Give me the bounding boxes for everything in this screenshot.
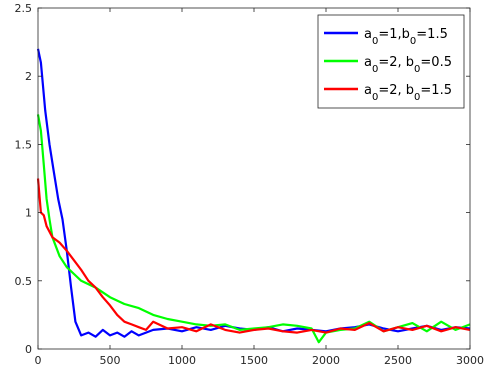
- legend-label-3: a0=2, b0=1.5: [364, 83, 452, 103]
- x-tick-label: 0: [35, 354, 42, 367]
- series-line-2: [36, 114, 471, 344]
- y-tick-label: 0: [25, 343, 32, 356]
- y-tick-label: 1: [25, 207, 32, 220]
- axes-layer: [37, 7, 471, 350]
- x-tick-label: 2000: [312, 354, 340, 367]
- x-tick-label: 2500: [384, 354, 412, 367]
- legend: a0=1,b0=1.5 a0=2, b0=0.5 a0=2, b0=1.5: [317, 14, 465, 109]
- x-tick-label: 3000: [456, 354, 484, 367]
- tick-labels: 0 500 1000 1500 2000 2500 3000 0 0.5 1 1.5 2 2.5: [15, 2, 485, 367]
- x-tick-label: 500: [100, 354, 121, 367]
- legend-label-2: a0=2, b0=0.5: [364, 55, 452, 75]
- legend-label-1: a0=1,b0=1.5: [364, 27, 448, 47]
- series-layer: [36, 48, 471, 344]
- y-tick-label: 1.5: [15, 138, 33, 151]
- x-tick-label: 1500: [240, 354, 268, 367]
- y-tick-label: 0.5: [15, 275, 33, 288]
- series-line-3: [36, 178, 471, 334]
- y-tick-label: 2: [25, 70, 32, 83]
- x-tick-label: 1000: [168, 354, 196, 367]
- y-tick-label: 2.5: [15, 2, 33, 15]
